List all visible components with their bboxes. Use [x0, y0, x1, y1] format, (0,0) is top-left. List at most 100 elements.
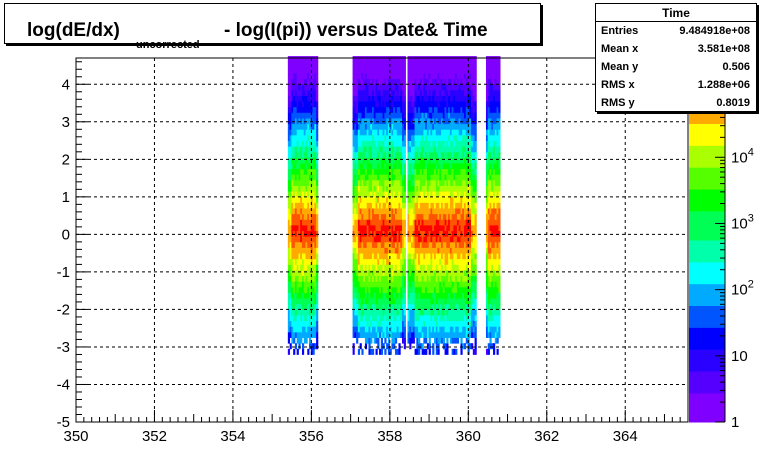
heat-cell — [421, 348, 424, 355]
heat-cell — [460, 286, 463, 293]
heat-cell — [375, 258, 378, 265]
heat-cell — [400, 67, 403, 74]
heat-cell — [433, 264, 437, 271]
heat-cell — [314, 84, 317, 91]
heat-cell — [289, 315, 292, 322]
heat-cell — [432, 101, 435, 108]
heat-cell — [423, 73, 426, 80]
heat-cell — [423, 106, 426, 113]
heat-cell — [356, 134, 359, 141]
heat-cell — [301, 163, 305, 170]
heat-cell — [472, 213, 475, 220]
heat-cell — [462, 123, 465, 130]
heat-cell — [428, 146, 431, 153]
heat-cell — [462, 140, 465, 147]
heat-cell — [441, 84, 444, 91]
heat-cell — [377, 56, 380, 63]
heat-cell — [448, 95, 451, 102]
heat-cell — [462, 230, 465, 237]
heat-cell — [289, 241, 292, 248]
heat-cell — [403, 236, 406, 243]
heat-cell — [496, 157, 499, 164]
heat-cell — [472, 219, 475, 226]
heat-cell — [433, 337, 437, 344]
heat-cell — [487, 140, 490, 147]
heat-cell — [393, 253, 396, 260]
heat-cell — [359, 213, 362, 220]
heat-cell — [400, 140, 403, 147]
heat-cell — [373, 264, 376, 271]
heat-cell — [456, 163, 460, 170]
heat-cell — [409, 129, 412, 136]
heat-cell — [472, 224, 475, 232]
heat-cell — [428, 348, 431, 355]
heat-cell — [432, 151, 435, 158]
heat-cell — [416, 129, 419, 136]
heat-cell — [403, 326, 406, 333]
heat-cell — [471, 73, 474, 80]
heat-cell — [398, 270, 401, 277]
heat-cell — [293, 275, 296, 282]
heat-cell — [398, 253, 401, 260]
heat-cell — [462, 331, 465, 338]
heat-cell — [419, 247, 423, 254]
heat-cell — [312, 61, 315, 68]
heat-cell — [465, 202, 468, 209]
heat-cell — [402, 151, 405, 158]
heat-cell — [384, 331, 387, 338]
heat-cell — [380, 179, 383, 186]
heat-cell — [357, 275, 361, 282]
heat-cell — [303, 208, 306, 215]
heat-cell — [400, 331, 403, 338]
heat-cell — [437, 224, 440, 232]
heat-cell — [414, 270, 417, 277]
heat-cell — [446, 56, 449, 63]
heat-cell — [373, 112, 376, 119]
heat-cell — [402, 56, 405, 63]
heat-cell — [444, 185, 447, 192]
heat-cell — [301, 56, 305, 63]
heat-cell — [418, 343, 421, 350]
heat-cell — [373, 275, 376, 282]
heat-cell — [430, 185, 433, 192]
heat-cell — [407, 298, 410, 305]
heat-cell — [287, 129, 291, 136]
heat-cell — [380, 157, 383, 164]
heat-cell — [451, 73, 454, 80]
heat-cell — [430, 264, 433, 271]
heat-cell — [370, 61, 373, 68]
heat-cell — [305, 264, 308, 271]
heat-cell — [458, 112, 461, 119]
heat-cell — [416, 163, 419, 170]
heat-cell — [356, 208, 359, 215]
heat-cell — [402, 270, 405, 277]
heat-cell — [366, 179, 369, 186]
heat-cell — [463, 168, 467, 175]
heat-cell — [402, 230, 405, 237]
heat-cell — [310, 258, 313, 265]
heat-cell — [423, 191, 426, 198]
heat-cell — [496, 264, 499, 271]
heat-cell — [446, 343, 449, 350]
heat-cell — [357, 286, 361, 293]
heat-cell — [396, 298, 399, 305]
heat-cell — [370, 151, 373, 158]
heat-cell — [462, 303, 465, 310]
heat-cell — [359, 67, 362, 74]
heat-cell — [289, 253, 292, 260]
heat-cell — [496, 202, 499, 209]
heat-cell — [474, 270, 477, 277]
heat-cell — [389, 151, 392, 158]
heat-cell — [364, 78, 368, 85]
heat-cell — [472, 196, 475, 203]
heat-cell — [373, 258, 376, 265]
heat-cell — [439, 326, 442, 333]
heat-cell — [384, 134, 387, 141]
heat-cell — [458, 303, 461, 310]
heat-cell — [352, 270, 355, 277]
heat-cell — [425, 179, 428, 186]
heat-cell — [411, 118, 414, 125]
heat-cell — [439, 298, 442, 305]
heat-cell — [370, 146, 373, 153]
heat-cell — [446, 326, 449, 333]
